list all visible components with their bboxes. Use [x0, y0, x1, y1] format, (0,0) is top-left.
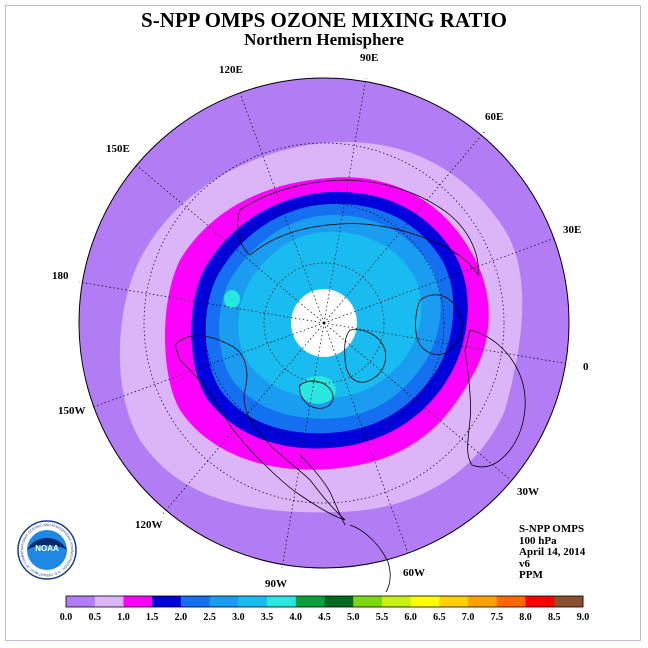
colorbar-border: [65, 595, 584, 608]
colorbar-tick-label: 5.5: [376, 612, 389, 623]
latitude-circle: [263, 262, 385, 384]
band-3.5-4.0-patch: [224, 290, 240, 308]
lon-label: 60E: [485, 111, 503, 123]
colorbar-tick-label: 0.5: [88, 612, 101, 623]
colorbar-swatch: [439, 596, 469, 607]
longitude-labels: 90E 60E 30E 0 30W 60W 90W 120W 150W 180 …: [52, 52, 589, 590]
meridian-90w: [281, 322, 325, 569]
meridian-30e: [323, 237, 556, 324]
meridian-60e: [323, 130, 486, 324]
colorbar-swatch: [525, 596, 555, 607]
colorbar-swatch: [152, 596, 182, 607]
pressure-level: 100 hPa: [519, 534, 557, 547]
colorbar-swatch: [554, 596, 584, 607]
instrument-label: S-NPP OMPS: [519, 523, 585, 535]
colorbar-swatch: [180, 596, 210, 607]
latitude-circle: [143, 142, 505, 504]
colorbar-tick-label: 7.0: [462, 612, 475, 623]
lon-label: 30W: [517, 486, 539, 498]
noaa-logo: NOAA NATIONAL OCEANIC AND ATMOSPHERIC AD…: [17, 520, 77, 580]
colorbar-tick-label: 8.0: [519, 612, 532, 623]
meridian-120w: [161, 322, 325, 516]
colorbar-tick-label: 1.0: [117, 612, 130, 623]
meridian-0: [323, 322, 570, 365]
africa-outline: [464, 329, 526, 468]
south-america-outline: [349, 524, 391, 593]
colorbar-tick-label: 2.5: [203, 612, 216, 623]
colorbar-tick-label: 2.0: [175, 612, 188, 623]
colorbar-tick-label: 6.5: [433, 612, 446, 623]
units-label: PPM: [519, 569, 543, 581]
europe-outline: [415, 294, 463, 355]
lon-label: 90W: [265, 578, 287, 590]
lon-label: 90E: [360, 52, 378, 64]
colorbar-swatch: [209, 596, 239, 607]
colorbar-ticks: 0.0 0.5 1.0 1.5 2.0 2.5 3.0 3.5 4.0 4.5 5.0 5.5 6.0 6…: [60, 612, 590, 623]
colorbar-tick-label: 0.0: [60, 612, 73, 623]
lon-label: 0: [583, 361, 589, 373]
meridian-180: [78, 281, 325, 324]
colorbar-tick-label: 5.0: [347, 612, 360, 623]
page-frame: [5, 5, 641, 641]
colorbar-tick-label: 6.0: [404, 612, 417, 623]
colorbar-tick-label: 4.0: [290, 612, 303, 623]
colorbar-tick-label: 3.5: [261, 612, 274, 623]
lon-label: 30E: [563, 224, 581, 236]
lon-label: 150W: [58, 405, 86, 417]
latitude-circle: [203, 202, 445, 444]
product-info: S-NPP OMPS 100 hPa April 14, 2014 v6 PPM: [519, 523, 586, 582]
asia-outline: [237, 179, 479, 277]
logo-inner-circle: [27, 530, 67, 570]
colorbar-swatch: [468, 596, 498, 607]
colorbar-tick-label: 9.0: [577, 612, 590, 623]
lon-label: 180: [52, 270, 69, 282]
observation-date: April 14, 2014: [519, 546, 586, 558]
continent-outlines: [174, 179, 526, 593]
colorbar-swatch: [324, 596, 354, 607]
greenland-outline: [344, 329, 387, 383]
lon-label: 120W: [135, 519, 163, 531]
meridian-150e: [135, 164, 325, 324]
colorbar-swatch: [496, 596, 526, 607]
lon-label: 150E: [106, 143, 130, 155]
logo-bird-shape: [27, 538, 67, 550]
logo-wordmark: NOAA: [35, 544, 59, 553]
colorbar-tick-label: 8.5: [548, 612, 561, 623]
lon-label: 60W: [403, 567, 425, 579]
hudson-bay-outline: [299, 380, 334, 409]
map-boundary: [78, 77, 570, 569]
colorbar-swatch: [66, 596, 96, 607]
colorbar-swatch: [353, 596, 383, 607]
data-version: v6: [519, 557, 530, 570]
colorbar-tick-label: 4.5: [318, 612, 331, 623]
colorbar-swatch: [238, 596, 268, 607]
meridian-30w: [323, 322, 513, 482]
meridian-120e: [239, 92, 325, 324]
meridian-150w: [92, 322, 325, 408]
colorbar-swatch: [94, 596, 124, 607]
colorbar-swatch: [410, 596, 440, 607]
colorbar-tick-label: 1.5: [146, 612, 159, 623]
colorbar-swatches: [65, 595, 584, 608]
meridian-60w: [323, 322, 409, 554]
colorbar-swatch: [295, 596, 325, 607]
north-america-outline: [174, 335, 346, 521]
graticule: [78, 77, 570, 569]
meridian-90e: [323, 77, 367, 324]
map-title: S-NPP OMPS OZONE MIXING RATIO: [141, 8, 507, 32]
map-subtitle: Northern Hemisphere: [244, 30, 404, 49]
central-america-outline: [299, 454, 346, 526]
colorbar-swatch: [123, 596, 153, 607]
colorbar-swatch: [381, 596, 411, 607]
colorbar: 0.0 0.5 1.0 1.5 2.0 2.5 3.0 3.5 4.0 4.5 5.0 5.5 6.0 6…: [60, 595, 590, 623]
colorbar-swatch: [267, 596, 297, 607]
colorbar-tick-label: 3.0: [232, 612, 245, 623]
band-3.5-4.0-patch: [300, 376, 336, 404]
lon-label: 120E: [219, 64, 243, 76]
colorbar-tick-label: 7.5: [491, 612, 504, 623]
